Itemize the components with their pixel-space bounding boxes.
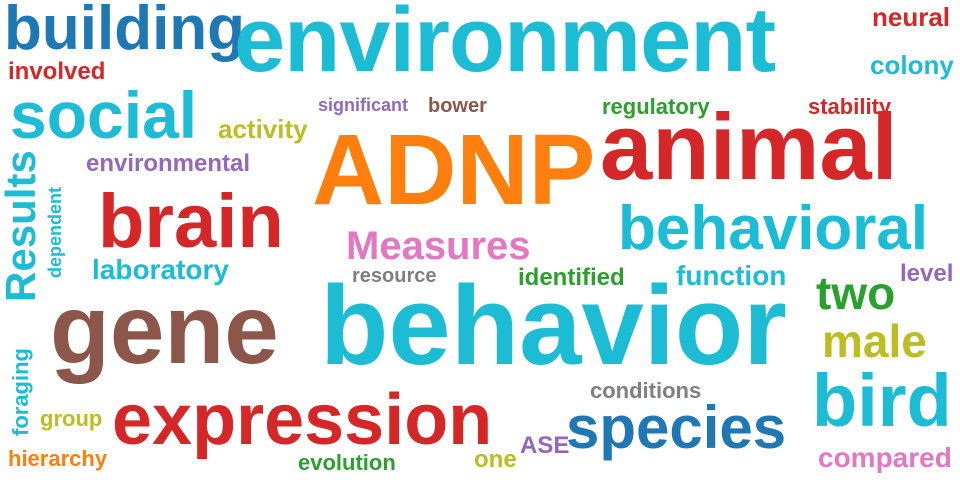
- word-level: level: [900, 260, 954, 287]
- word-bird: bird: [812, 359, 952, 442]
- word-ase: ASE: [520, 432, 570, 459]
- word-stability: stability: [808, 94, 892, 119]
- word-foraging: foraging: [8, 348, 33, 436]
- word-dependent: dependent: [45, 186, 65, 278]
- word-colony: colony: [870, 50, 954, 80]
- word-building: building: [4, 0, 246, 63]
- word-resource: resource: [352, 265, 437, 287]
- word-evolution: evolution: [298, 450, 396, 475]
- word-environmental: environmental: [86, 150, 251, 177]
- word-involved: involved: [8, 58, 106, 85]
- word-results: Results: [0, 150, 44, 302]
- word-conditions: conditions: [590, 378, 702, 403]
- word-significant: significant: [318, 95, 409, 115]
- word-behavioral: behavioral: [618, 194, 929, 263]
- word-identified: identified: [518, 264, 625, 291]
- word-animal: animal: [600, 94, 898, 199]
- word-social: social: [10, 78, 198, 152]
- word-activity: activity: [218, 114, 308, 144]
- word-species: species: [566, 394, 787, 461]
- word-hierarchy: hierarchy: [8, 446, 108, 471]
- word-group: group: [40, 406, 103, 431]
- word-behavior: behavior: [320, 263, 787, 388]
- word-measures: Measures: [346, 224, 531, 268]
- word-two: two: [816, 267, 896, 319]
- word-neural: neural: [872, 2, 951, 32]
- word-regulatory: regulatory: [602, 94, 710, 119]
- word-expression: expression: [112, 380, 493, 460]
- word-environment: environment: [234, 0, 776, 91]
- word-function: function: [676, 260, 787, 291]
- word-gene: gene: [50, 274, 279, 384]
- word-one: one: [474, 446, 517, 473]
- word-compared: compared: [818, 442, 952, 473]
- word-laboratory: laboratory: [92, 254, 229, 285]
- word-adnp: ADNP: [312, 114, 596, 226]
- word-brain: brain: [98, 179, 284, 264]
- word-male: male: [822, 315, 927, 367]
- word-bower: bower: [428, 95, 487, 117]
